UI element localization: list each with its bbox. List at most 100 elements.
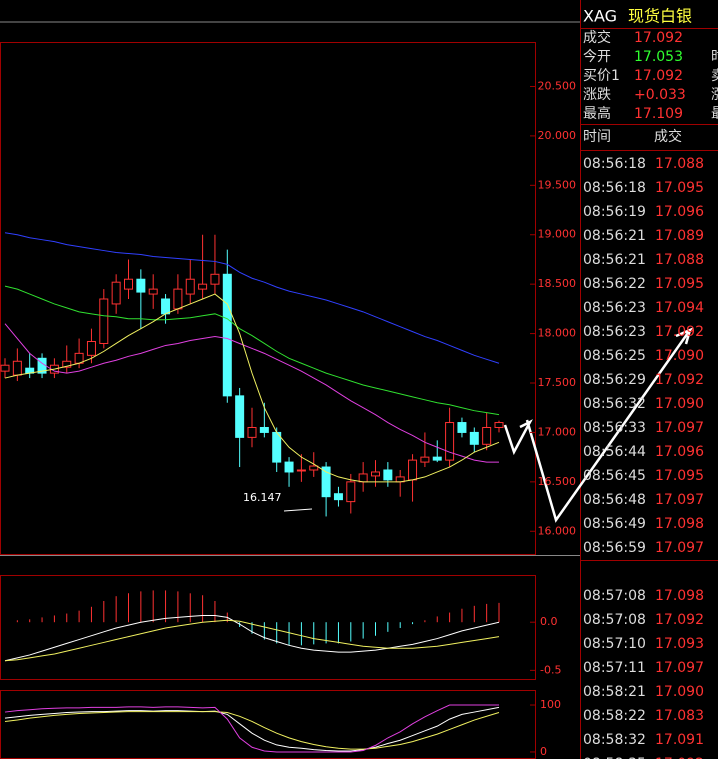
trades-header: 时间 (583, 129, 611, 145)
quote-label: 成交 (583, 29, 611, 46)
trade-price: 17.093 (655, 636, 704, 652)
indicator-line (4, 704, 499, 753)
trade-time: 08:58:32 (583, 732, 646, 748)
y-tick-label: -0.5 (540, 663, 561, 676)
candle-body (408, 459, 418, 481)
trade-price: 17.097 (655, 492, 704, 508)
trades-header: 成交 (654, 128, 682, 145)
trade-time: 08:56:19 (583, 204, 646, 220)
candle-body (136, 278, 146, 293)
annotation-leader (283, 508, 313, 512)
quote-label: 涨跌 (583, 87, 611, 103)
candle-body (185, 278, 195, 295)
quote-label: 最 (711, 106, 718, 122)
y-tick-label: 16.000 (538, 524, 577, 537)
drawn-arrow (503, 327, 694, 523)
y-tick-label: 19.000 (538, 228, 577, 241)
main-panel (0, 42, 536, 555)
candle-body (309, 465, 319, 471)
trade-time: 08:56:48 (583, 492, 646, 508)
trade-price: 17.092 (655, 612, 704, 628)
trade-price: 17.088 (655, 156, 704, 172)
indicator-line (4, 706, 500, 752)
trade-price: 17.097 (655, 540, 704, 556)
trade-time: 08:56:25 (583, 348, 646, 364)
trade-time: 08:56:18 (583, 180, 646, 196)
trade-time: 08:56:49 (583, 516, 646, 532)
candle-body (284, 461, 294, 473)
candle-body (198, 283, 208, 290)
quote-label: 涨 (711, 87, 718, 103)
trade-price: 17.095 (655, 468, 704, 484)
trade-time: 08:56:23 (583, 300, 646, 316)
quote-value: 17.092 (634, 30, 683, 46)
candle-body (333, 493, 343, 501)
candle-body (148, 288, 158, 295)
trade-price: 17.097 (655, 660, 704, 676)
trade-time: 08:56:21 (583, 252, 646, 268)
trade-time: 08:58:21 (583, 684, 646, 700)
candle-body (469, 431, 479, 445)
trade-price: 17.090 (655, 396, 704, 412)
trade-time: 08:57:08 (583, 588, 646, 604)
candle-body (86, 340, 96, 356)
y-tick-label: 17.000 (538, 425, 577, 438)
quote-label: 卖 (711, 68, 718, 84)
trade-time: 08:56:45 (583, 468, 646, 484)
y-tick-label: 19.500 (538, 178, 577, 191)
macd-panel (0, 575, 536, 680)
instrument-name: 现货白银 (628, 7, 692, 26)
candle-body (494, 422, 504, 428)
quote-label: 今开 (583, 49, 611, 65)
y-tick-label: 100 (540, 698, 561, 711)
trade-price: 17.095 (655, 180, 704, 196)
trade-price: 17.094 (655, 300, 704, 316)
candle-body (457, 422, 467, 433)
candle-body (321, 466, 331, 498)
candle-body (222, 273, 232, 397)
quote-label: 最高 (583, 105, 611, 122)
quote-label: 时 (711, 49, 718, 65)
candle-body (358, 473, 368, 483)
trade-price: 17.098 (655, 588, 704, 604)
y-tick-label: 18.000 (538, 327, 577, 340)
y-tick-label: 20.500 (538, 79, 577, 92)
indicator-line (4, 232, 500, 364)
trade-price: 17.090 (655, 348, 704, 364)
annotation: 16.147 (243, 491, 282, 504)
candle-body (346, 481, 356, 503)
trade-time: 08:56:21 (583, 228, 646, 244)
trade-price: 17.096 (655, 204, 704, 220)
trade-price: 17.088 (655, 252, 704, 268)
candle-body (383, 469, 393, 481)
quote-value: +0.033 (634, 87, 686, 103)
candle-body (161, 298, 171, 315)
trade-price: 17.092 (655, 372, 704, 388)
candle-body (235, 395, 245, 438)
trade-time: 08:56:22 (583, 276, 646, 292)
indicator-line (4, 711, 500, 750)
indicator-line (4, 293, 500, 483)
candle-body (420, 456, 430, 463)
y-tick-label: 16.500 (538, 475, 577, 488)
indicator-line (4, 614, 500, 662)
trade-price: 17.096 (655, 444, 704, 460)
candle-body (482, 426, 492, 445)
trade-time: 08:56:33 (583, 420, 646, 436)
candle-body (173, 288, 183, 310)
symbol: XAG (583, 7, 617, 26)
y-tick-label: 17.500 (538, 376, 577, 389)
candle-body (124, 278, 133, 290)
quote-value: 17.092 (634, 68, 683, 84)
trade-time: 08:58:35 (583, 756, 646, 759)
trade-time: 08:56:44 (583, 444, 646, 460)
trade-time: 08:56:29 (583, 372, 646, 388)
trade-price: 17.092 (655, 324, 704, 340)
trade-price: 17.083 (655, 708, 704, 724)
trade-price: 17.091 (655, 732, 704, 748)
y-tick-label: 18.500 (538, 277, 577, 290)
trade-time: 08:58:22 (583, 708, 646, 724)
y-tick-label: 0 (540, 745, 547, 758)
